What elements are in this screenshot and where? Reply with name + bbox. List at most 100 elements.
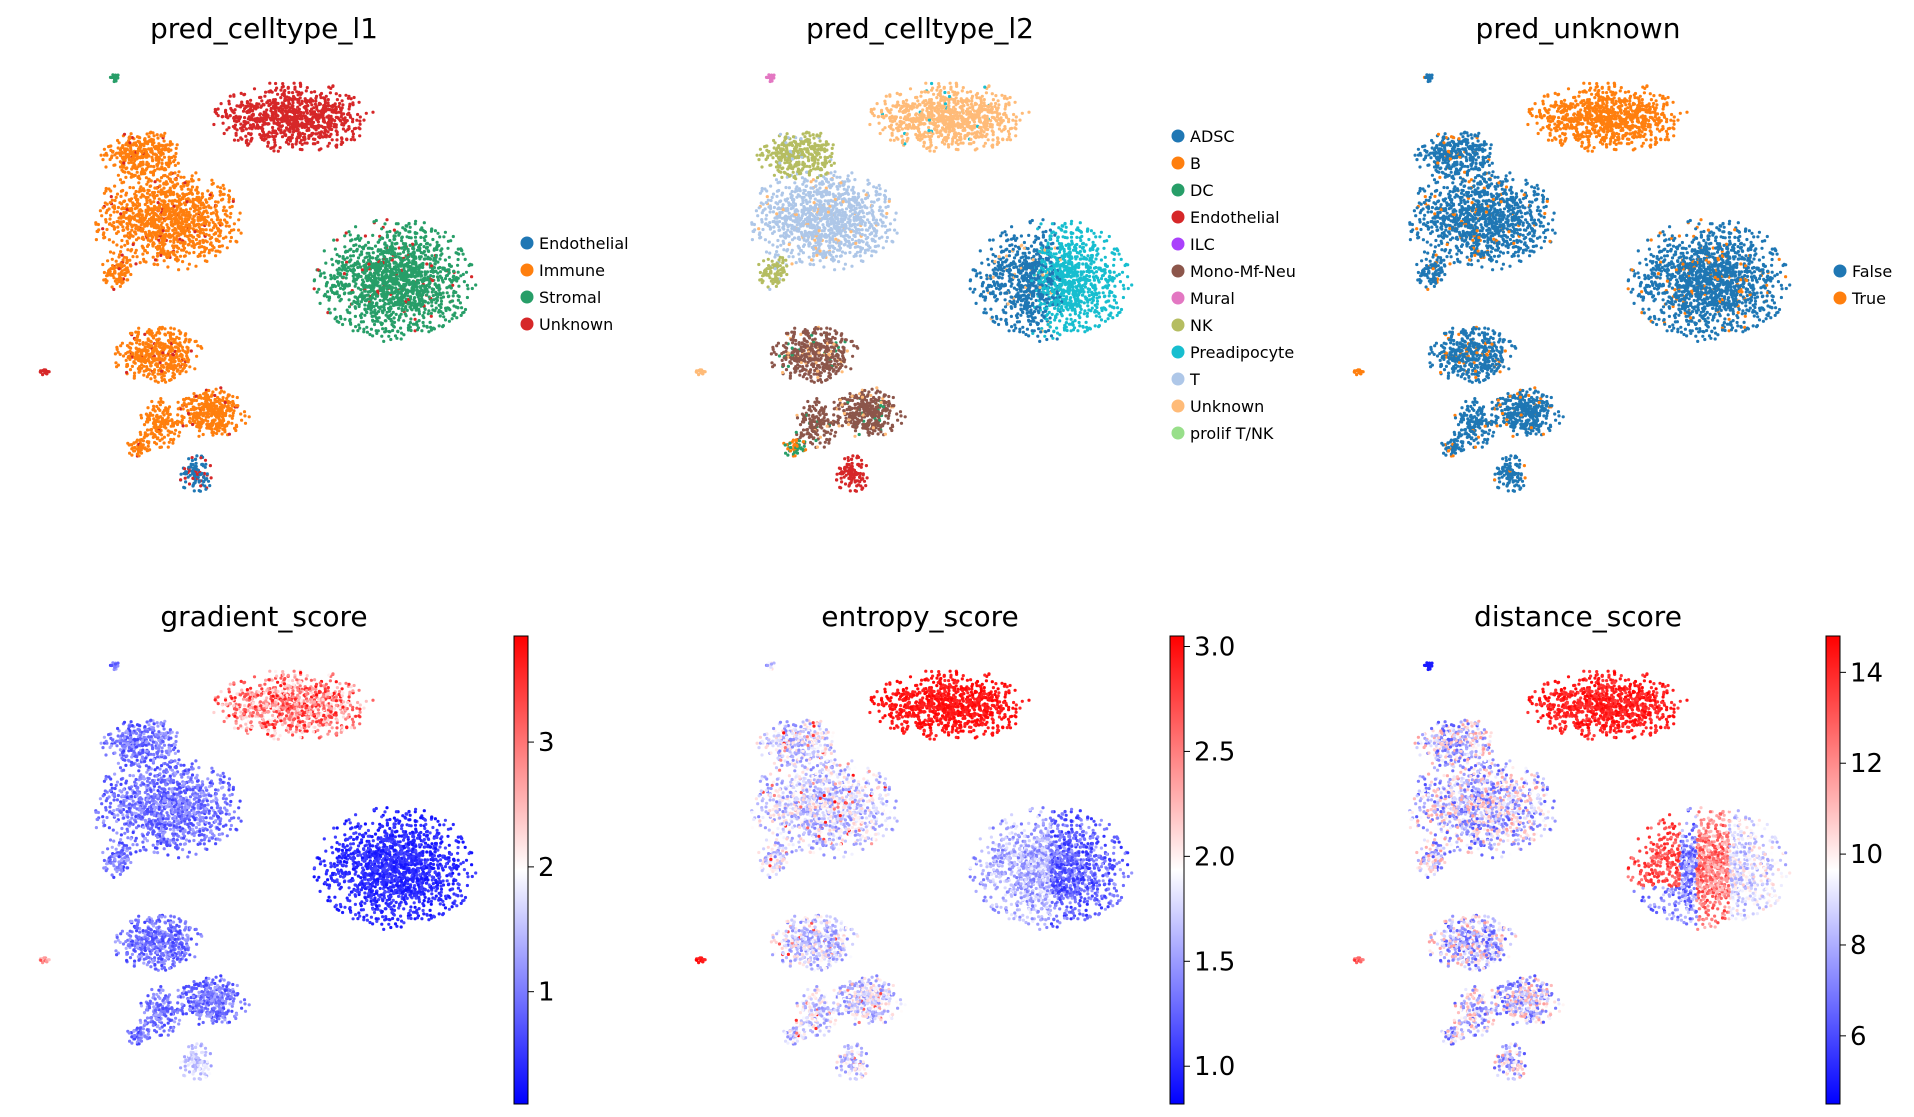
scatter-point [283,90,286,93]
scatter-point [156,137,159,140]
scatter-point [192,179,195,182]
scatter-point [327,98,330,101]
scatter-point [313,278,316,281]
scatter-point [400,292,403,295]
scatter-point [423,221,426,224]
scatter-point [164,174,167,177]
scatter-point [139,438,142,441]
scatter-point [157,226,160,229]
scatter-point [447,307,450,310]
scatter-point [144,260,147,263]
scatter-point [464,258,467,261]
scatter-point [296,135,299,138]
scatter-point [396,330,399,333]
scatter-point [213,223,216,226]
scatter-point [345,276,348,279]
scatter-point [403,258,406,261]
scatter-point [154,421,157,424]
scatter-point [130,167,133,170]
scatter-point [170,200,173,203]
scatter-point [430,264,433,267]
scatter-point [273,138,276,141]
scatter-point [349,292,352,295]
scatter-point [390,288,393,291]
scatter-point [165,162,168,165]
scatter-point [340,137,343,140]
scatter-point [146,375,149,378]
scatter-point [393,321,396,324]
scatter-point [236,396,239,399]
scatter-point [173,432,176,435]
scatter-point [356,113,359,116]
scatter-point [179,331,182,334]
scatter-point [174,421,177,424]
scatter-point [422,277,425,280]
scatter-point [433,327,436,330]
scatter-point [346,113,349,116]
scatter-point [132,212,135,215]
scatter-point [194,265,197,268]
scatter-point [136,135,139,138]
scatter-point [430,315,433,318]
scatter-point [387,315,390,318]
scatter-point [159,134,162,137]
scatter-point [376,290,379,293]
scatter-point [263,95,266,98]
scatter-point [387,260,390,263]
scatter-point [164,426,167,429]
scatter-point [128,186,131,189]
scatter-point [327,104,330,107]
scatter-point [143,137,146,140]
scatter-point [313,138,316,141]
scatter-point [385,295,388,298]
scatter-point [387,335,390,338]
scatter-point [397,318,400,321]
scatter-point [151,361,154,364]
scatter-point [345,138,348,141]
scatter-point [191,200,194,203]
scatter-point [269,103,272,106]
scatter-point [470,275,473,278]
scatter-point [192,415,195,418]
scatter-point [439,270,442,273]
scatter-point [251,109,254,112]
scatter-point [343,234,346,237]
scatter-point [409,244,412,247]
scatter-point [452,270,455,273]
scatter-point [410,272,413,275]
scatter-point [448,284,451,287]
scatter-point [307,127,310,130]
scatter-point [336,131,339,134]
scatter-point [125,359,128,362]
scatter-point [151,143,154,146]
scatter-point [371,256,374,259]
scatter-point [324,293,327,296]
scatter-point [221,115,224,118]
scatter-point [122,228,125,231]
scatter-point [381,280,384,283]
scatter-point [374,282,377,285]
scatter-point [223,206,226,209]
scatter-point [327,299,330,302]
scatter-point [409,296,412,299]
scatter-point [414,262,417,265]
scatter-point [301,143,304,146]
scatter-point [155,429,158,432]
scatter-point [363,314,366,317]
scatter-point [147,349,150,352]
scatter-point [231,395,234,398]
scatter-point [422,324,425,327]
scatter-point [216,185,219,188]
scatter-point [436,299,439,302]
scatter-point [459,301,462,304]
scatter-point [416,274,419,277]
scatter-point [373,311,376,314]
scatter-point [103,148,106,151]
scatter-point [474,283,477,286]
scatter-point [349,318,352,321]
scatter-point [361,278,364,281]
scatter-point [153,375,156,378]
scatter-point [319,272,322,275]
scatter-point [177,212,180,215]
scatter-point [192,407,195,410]
